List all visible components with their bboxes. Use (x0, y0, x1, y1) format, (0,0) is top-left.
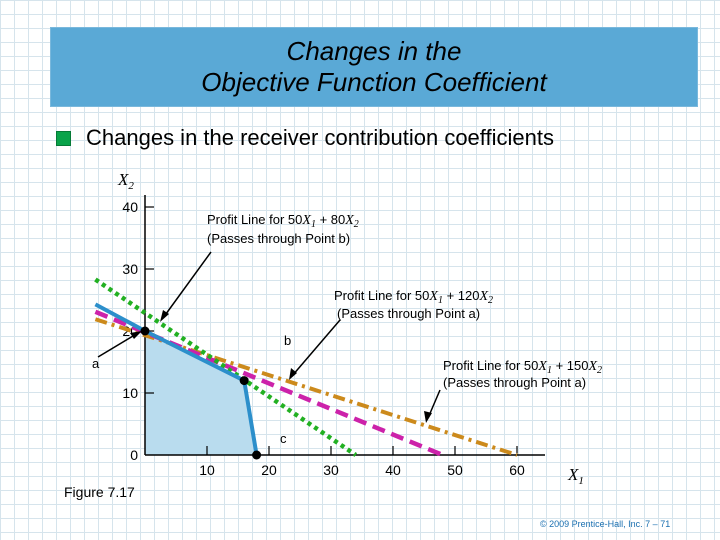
y-axis-label: X2 (117, 170, 134, 192)
x-tick-label: 60 (509, 462, 525, 478)
x-tick-label: 20 (261, 462, 277, 478)
feasible-region (145, 331, 257, 455)
arrow-to-line-80 (162, 251, 212, 319)
bullet-square-icon (56, 131, 71, 146)
point-a-label: a (92, 356, 100, 371)
x-axis-label: X1 (567, 465, 584, 487)
arrowhead-line-150 (424, 411, 432, 423)
profit-line-120-note: (Passes through Point a) (337, 306, 480, 321)
arrow-to-point-a (97, 332, 139, 358)
x-tick-label: 30 (323, 462, 339, 478)
corner-point-b (239, 376, 249, 386)
x-tick-label: 10 (199, 462, 215, 478)
profit-line-150-label: Profit Line for 50X1 + 150X2 (443, 358, 602, 376)
arrowhead-line-80 (160, 310, 169, 322)
arrowhead-point-a (130, 331, 142, 339)
profit-line-80-note: (Passes through Point b) (207, 231, 350, 246)
profit-line-80-label: Profit Line for 50X1 + 80X2 (207, 212, 359, 230)
corner-point-c (252, 450, 262, 460)
x-tick-label: 40 (385, 462, 401, 478)
profit-line-150 (94, 317, 518, 457)
y-tick-label: 40 (122, 199, 138, 215)
corner-point-a (140, 326, 150, 336)
copyright-note: © 2009 Prentice-Hall, Inc. 7 – 71 (540, 519, 671, 529)
title-line-2: Objective Function Coefficient (201, 67, 547, 97)
profit-line-150-note: (Passes through Point a) (443, 375, 586, 390)
annotation-arrows (97, 251, 441, 419)
x-tick-label: 50 (447, 462, 463, 478)
arrow-to-line-120 (291, 319, 341, 377)
y-tick-label: 0 (130, 447, 138, 463)
y-tick-label: 30 (122, 261, 138, 277)
arrowhead-line-120 (289, 368, 297, 380)
point-c-label: c (280, 431, 287, 446)
figure-label: Figure 7.17 (64, 484, 135, 500)
bullet-text: Changes in the receiver contribution coe… (86, 125, 554, 150)
point-b-label: b (284, 333, 291, 348)
y-tick-label: 10 (122, 385, 138, 401)
title-banner: Changes in the Objective Function Coeffi… (50, 27, 698, 107)
constraint-boundary (94, 302, 259, 456)
title-line-1: Changes in the (286, 36, 462, 66)
profit-line-120-label: Profit Line for 50X1 + 120X2 (334, 288, 493, 306)
